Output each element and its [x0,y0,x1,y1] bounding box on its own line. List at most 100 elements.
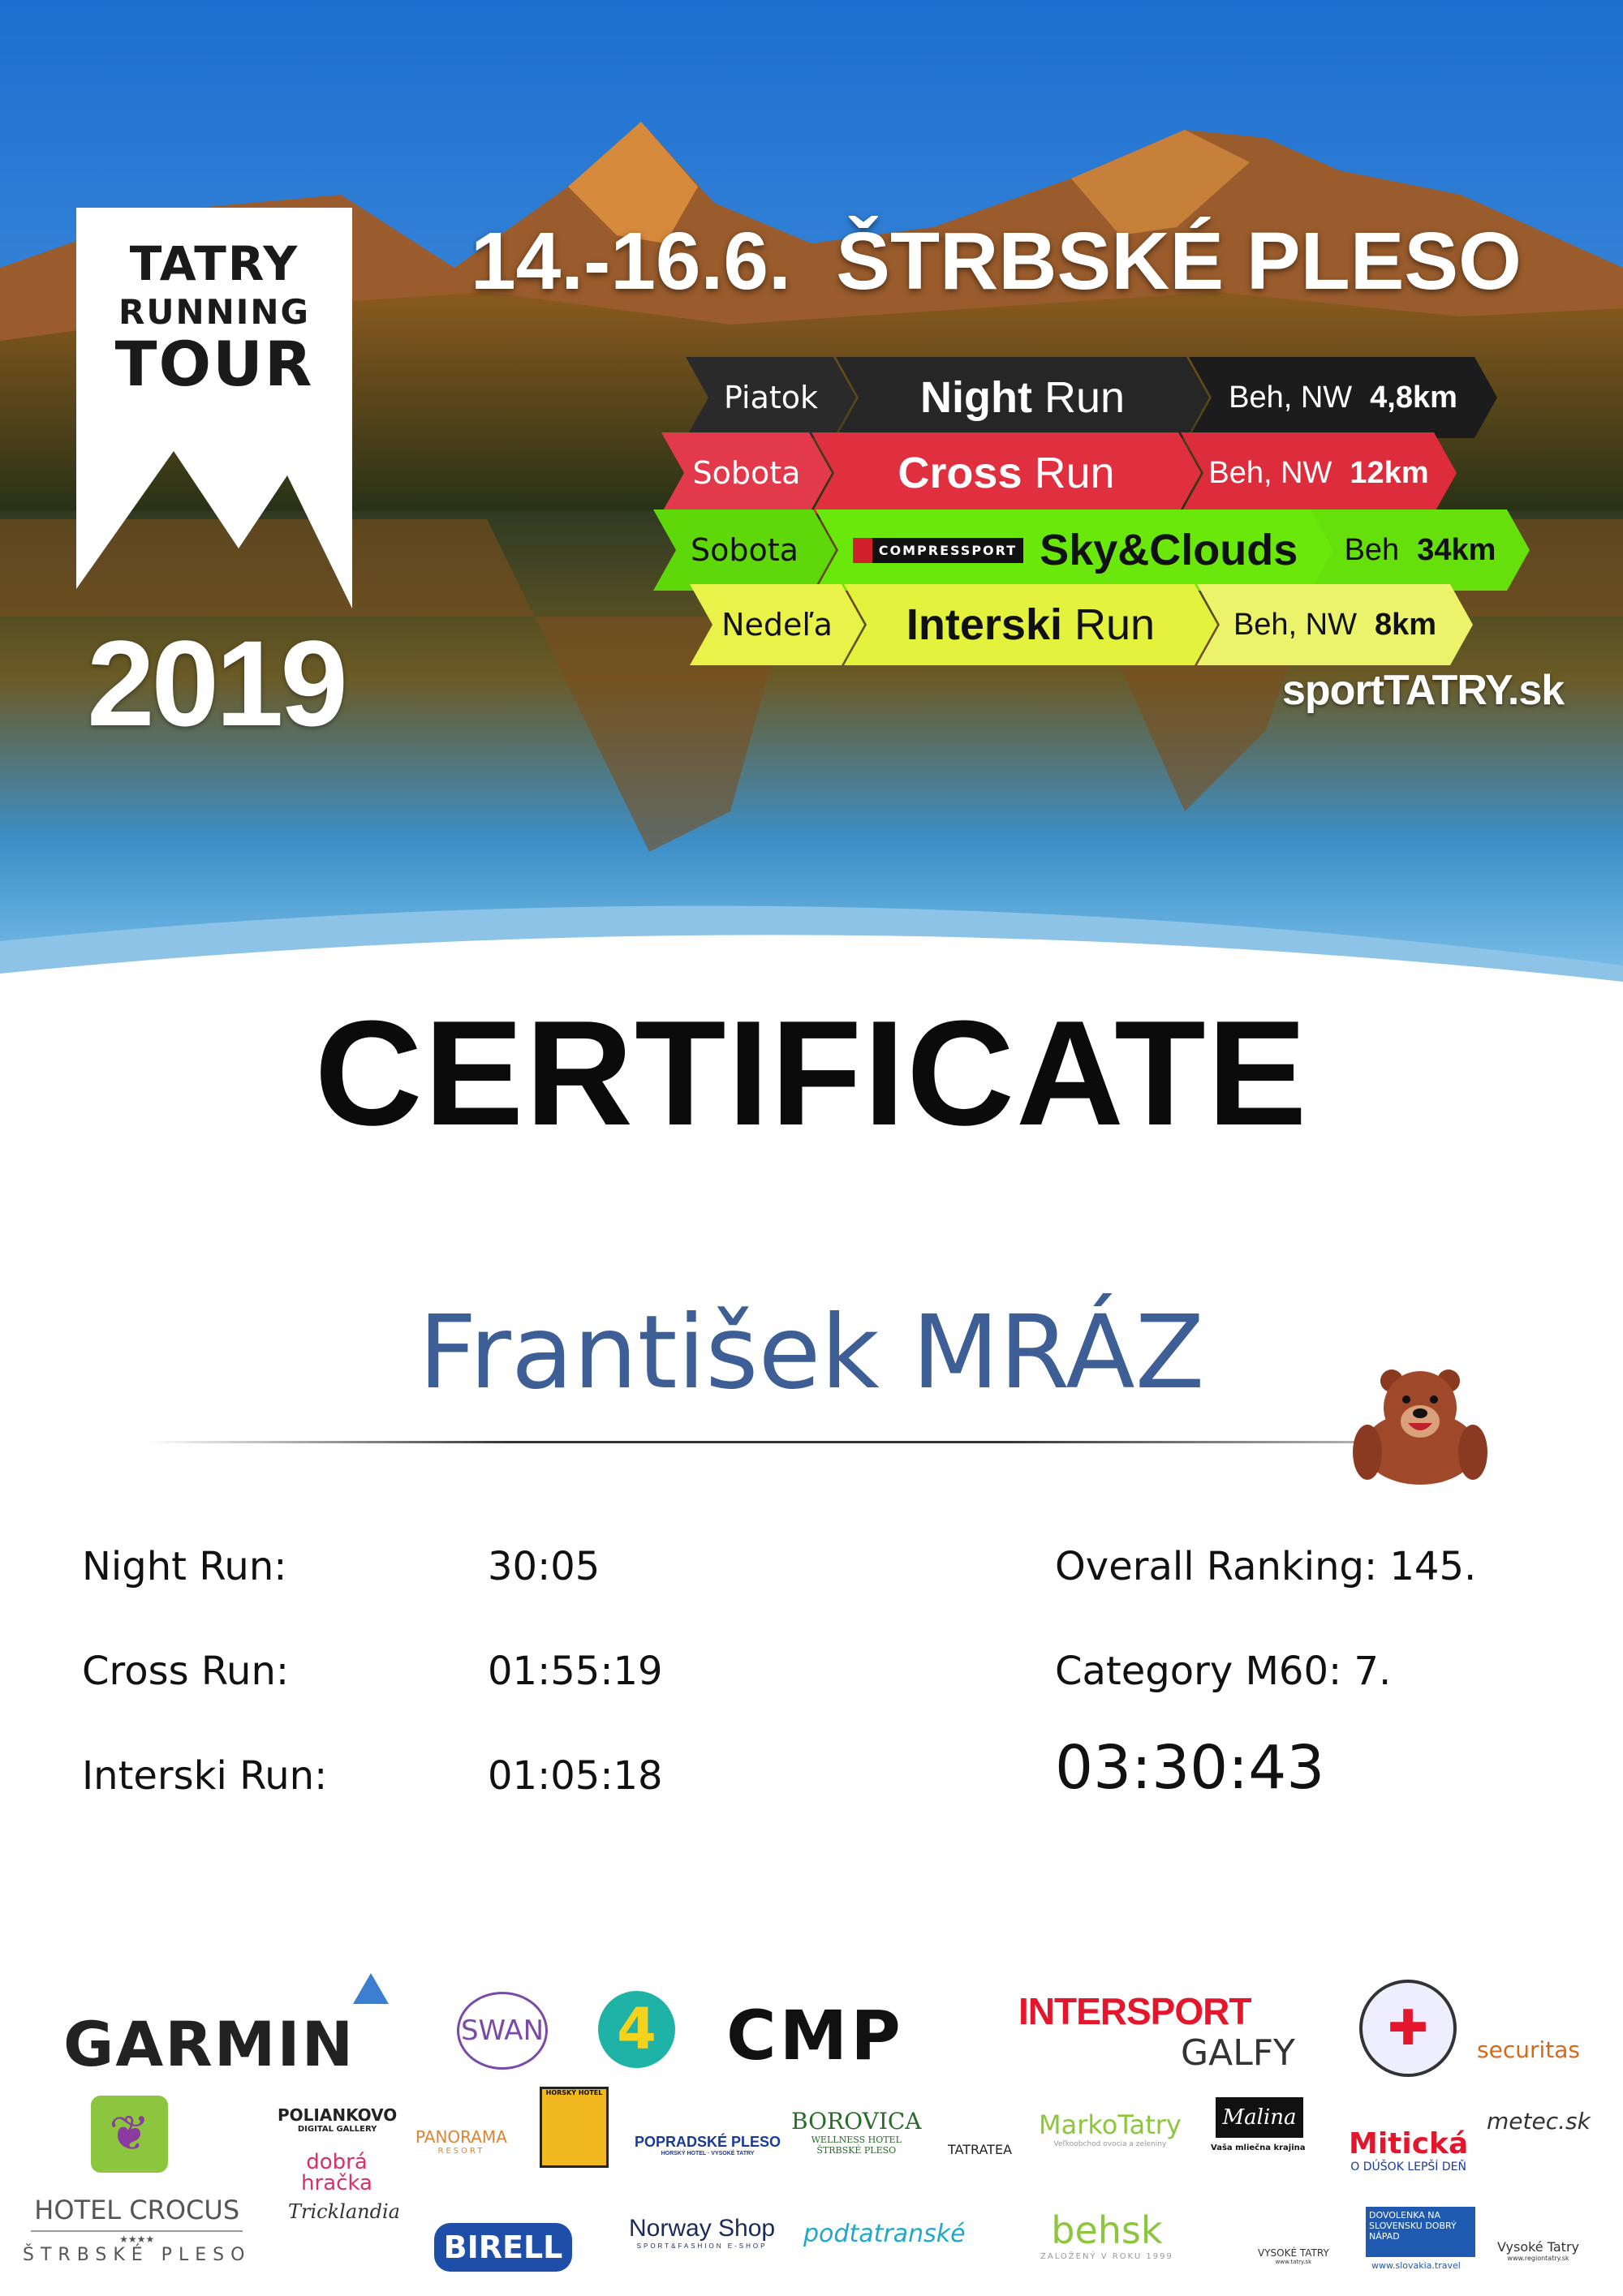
tatry-running-tour-logo: TATRY RUNNING TOUR [76,208,352,608]
race-km: 12km [1350,455,1429,490]
marko-sub: Veľkoobchod ovocia a zeleniny [1053,2140,1167,2148]
sponsor-intersport: INTERSPORT [1018,1990,1251,2032]
participant-name: František MRÁZ [418,1294,1205,1412]
race-name-light: Run [1044,373,1126,422]
race-name-bold: Night [919,373,1032,422]
sponsor-podtatranske: podtatranské [803,2220,966,2248]
vt-sub: www.tatry.sk [1275,2259,1312,2265]
crocus-stars: ★★★★ [31,2230,243,2245]
race-name: Interski Run [844,584,1217,665]
crocus-flower-icon: ❦ [91,2096,168,2173]
sponsor-cmp: CMP [726,1996,904,2075]
norway-name: Norway Shop [629,2215,776,2242]
compressport-logo: COMPRESSPORT [853,538,1023,563]
category-ranking: Category M60: 7. [1055,1649,1392,1694]
race-name: Cross Run [812,432,1201,514]
sponsor-popradske-pleso: POPRADSKÉ PLESO HORSKÝ HOTEL · VYSOKÉ TAT… [635,2134,781,2156]
panorama-name: PANORAMA [415,2127,507,2147]
race-distance: Beh, NW 8km [1197,584,1473,665]
miticka-sub: O DÚŠOK LEPŠÍ DEŇ [1350,2161,1466,2173]
sponsor-miticka: Mitická O DÚŠOK LEPŠÍ DEŇ [1349,2127,1468,2173]
poliankovo-name: POLIANKOVO [278,2105,398,2125]
sponsor-borovica: BOROVICA WELLNESS HOTEL ŠTRBSKÉ PLESO [791,2108,922,2156]
result-label-night-run: Night Run: [82,1544,287,1589]
sponsor-panorama: PANORAMA RESORT [415,2127,507,2156]
website-link[interactable]: sportTATRY.sk [1282,667,1565,714]
borovica-name: BOROVICA [791,2108,922,2135]
result-label-cross-run: Cross Run: [82,1649,290,1694]
slovakia-travel-url: www.slovakia.travel [1371,2260,1461,2271]
panorama-sub: RESORT [437,2147,485,2156]
vt-name: VYSOKÉ TATRY [1258,2247,1329,2259]
popradske-name: POPRADSKÉ PLESO [635,2134,781,2150]
race-row-interski-run: Nedeľa Interski Run Beh, NW 8km [690,584,691,665]
garmin-triangle-icon [353,1973,389,2004]
sponsor-malina: Malina [1216,2097,1303,2138]
race-name: COMPRESSPORT Sky&Clouds [816,510,1335,591]
date-location-title: 14.-16.6. ŠTRBSKÉ PLESO [471,216,1522,307]
sponsor-galfy: GALFY [1181,2032,1295,2074]
popradske-sub: HORSKÝ HOTEL · VYSOKÉ TATRY [661,2151,755,2156]
race-km: 4,8km [1370,380,1457,415]
sponsor-poliankovo: POLIANKOVO DIGITAL GALLERY [278,2105,397,2134]
region-name: Vysoké Tatry [1497,2239,1579,2255]
race-distance: Beh, NW 4,8km [1189,357,1497,438]
sponsor-tricklandia: Tricklandia [288,2200,400,2223]
race-name-light: Run [1034,449,1115,497]
result-time-night-run: 30:05 [488,1544,601,1589]
race-name-bold: Cross [898,449,1022,497]
result-time-cross-run: 01:55:19 [488,1649,663,1694]
sponsor-horsky-hotel: HORSKÝ HOTEL [540,2087,609,2168]
overall-ranking: Overall Ranking: 145. [1055,1544,1477,1589]
race-day: Nedeľa [690,584,864,665]
norway-sub: SPORT&FASHION E-SHOP [636,2242,768,2250]
race-row-night-run: Piatok Night Run Beh, NW 4,8km [686,357,687,438]
sponsor-garmin: GARMIN [63,2008,355,2080]
mountain-rescue-logo: ✚ [1359,1980,1457,2077]
race-day: Sobota [653,510,836,591]
race-type: Beh, NW [1208,455,1332,490]
result-label-interski-run: Interski Run: [82,1753,328,1799]
race-name-bold: Interski [906,600,1062,649]
sponsor-securitas: securitas [1477,2036,1580,2063]
sponsor-birell: BIRELL [434,2223,572,2272]
sponsor-metec: metec.sk [1487,2108,1591,2135]
result-time-interski-run: 01:05:18 [488,1753,663,1799]
sponsor-4ka: 4 [598,1991,675,2068]
crocus-sub: ŠTRBSKÉ PLESO [23,2245,252,2265]
race-day: Sobota [661,432,832,514]
race-distance: Beh, NW 12km [1181,432,1457,514]
bear-mascot-icon [1353,1369,1487,1485]
sponsor-tatratea: TATRATEA [948,2142,1013,2157]
sponsor-slovakia-travel: DOVOLENKA NA SLOVENSKU DOBRÝ NÁPAD [1366,2207,1475,2257]
race-row-cross-run: Sobota Cross Run Beh, NW 12km [661,432,662,514]
sponsor-norway-shop: Norway Shop SPORT&FASHION E-SHOP [629,2215,775,2250]
miticka-name: Mitická [1349,2127,1469,2161]
marko-name: MarkoTatry [1039,2109,1182,2140]
sponsor-behsk: behsk ZALOŽENÝ V ROKU 1999 [1040,2208,1173,2261]
sponsor-dobra-hracka: dobrá hračka [301,2150,372,2195]
race-km: 34km [1417,532,1496,567]
year: 2019 [87,615,348,751]
race-km: 8km [1374,607,1437,642]
logo-line-tour: TOUR [114,328,314,400]
race-name: Night Run [836,357,1209,438]
malina-tagline: Vaša mliečna krajina [1211,2143,1306,2152]
borovica-sub: WELLNESS HOTEL ŠTRBSKÉ PLESO [811,2135,902,2156]
sponsor-swan: SWAN [457,1992,548,2070]
logo-line-running: RUNNING [118,292,310,332]
total-time: 03:30:43 [1055,1733,1325,1803]
race-type: Beh, NW [1233,607,1357,642]
race-name-light: Run [1074,600,1156,649]
sponsor-region-tatry: Vysoké Tatry www.regiontatry.sk [1497,2239,1579,2262]
crocus-name: HOTEL CROCUS [34,2195,240,2225]
behsk-sub: ZALOŽENÝ V ROKU 1999 [1040,2252,1173,2261]
certificate-title: CERTIFICATE [314,989,1309,1156]
region-sub: www.regiontatry.sk [1507,2255,1569,2262]
logo-line-tatry: TATRY [129,236,299,291]
race-row-sky-clouds: Sobota COMPRESSPORT Sky&Clouds Beh 34km [653,510,654,591]
poliankovo-sub: DIGITAL GALLERY [297,2125,377,2134]
race-day: Piatok [686,357,856,438]
sponsor-marko-tatry: MarkoTatry Veľkoobchod ovocia a zeleniny [1039,2109,1182,2148]
sponsor-vysoke-tatry: VYSOKÉ TATRY www.tatry.sk [1258,2247,1329,2265]
